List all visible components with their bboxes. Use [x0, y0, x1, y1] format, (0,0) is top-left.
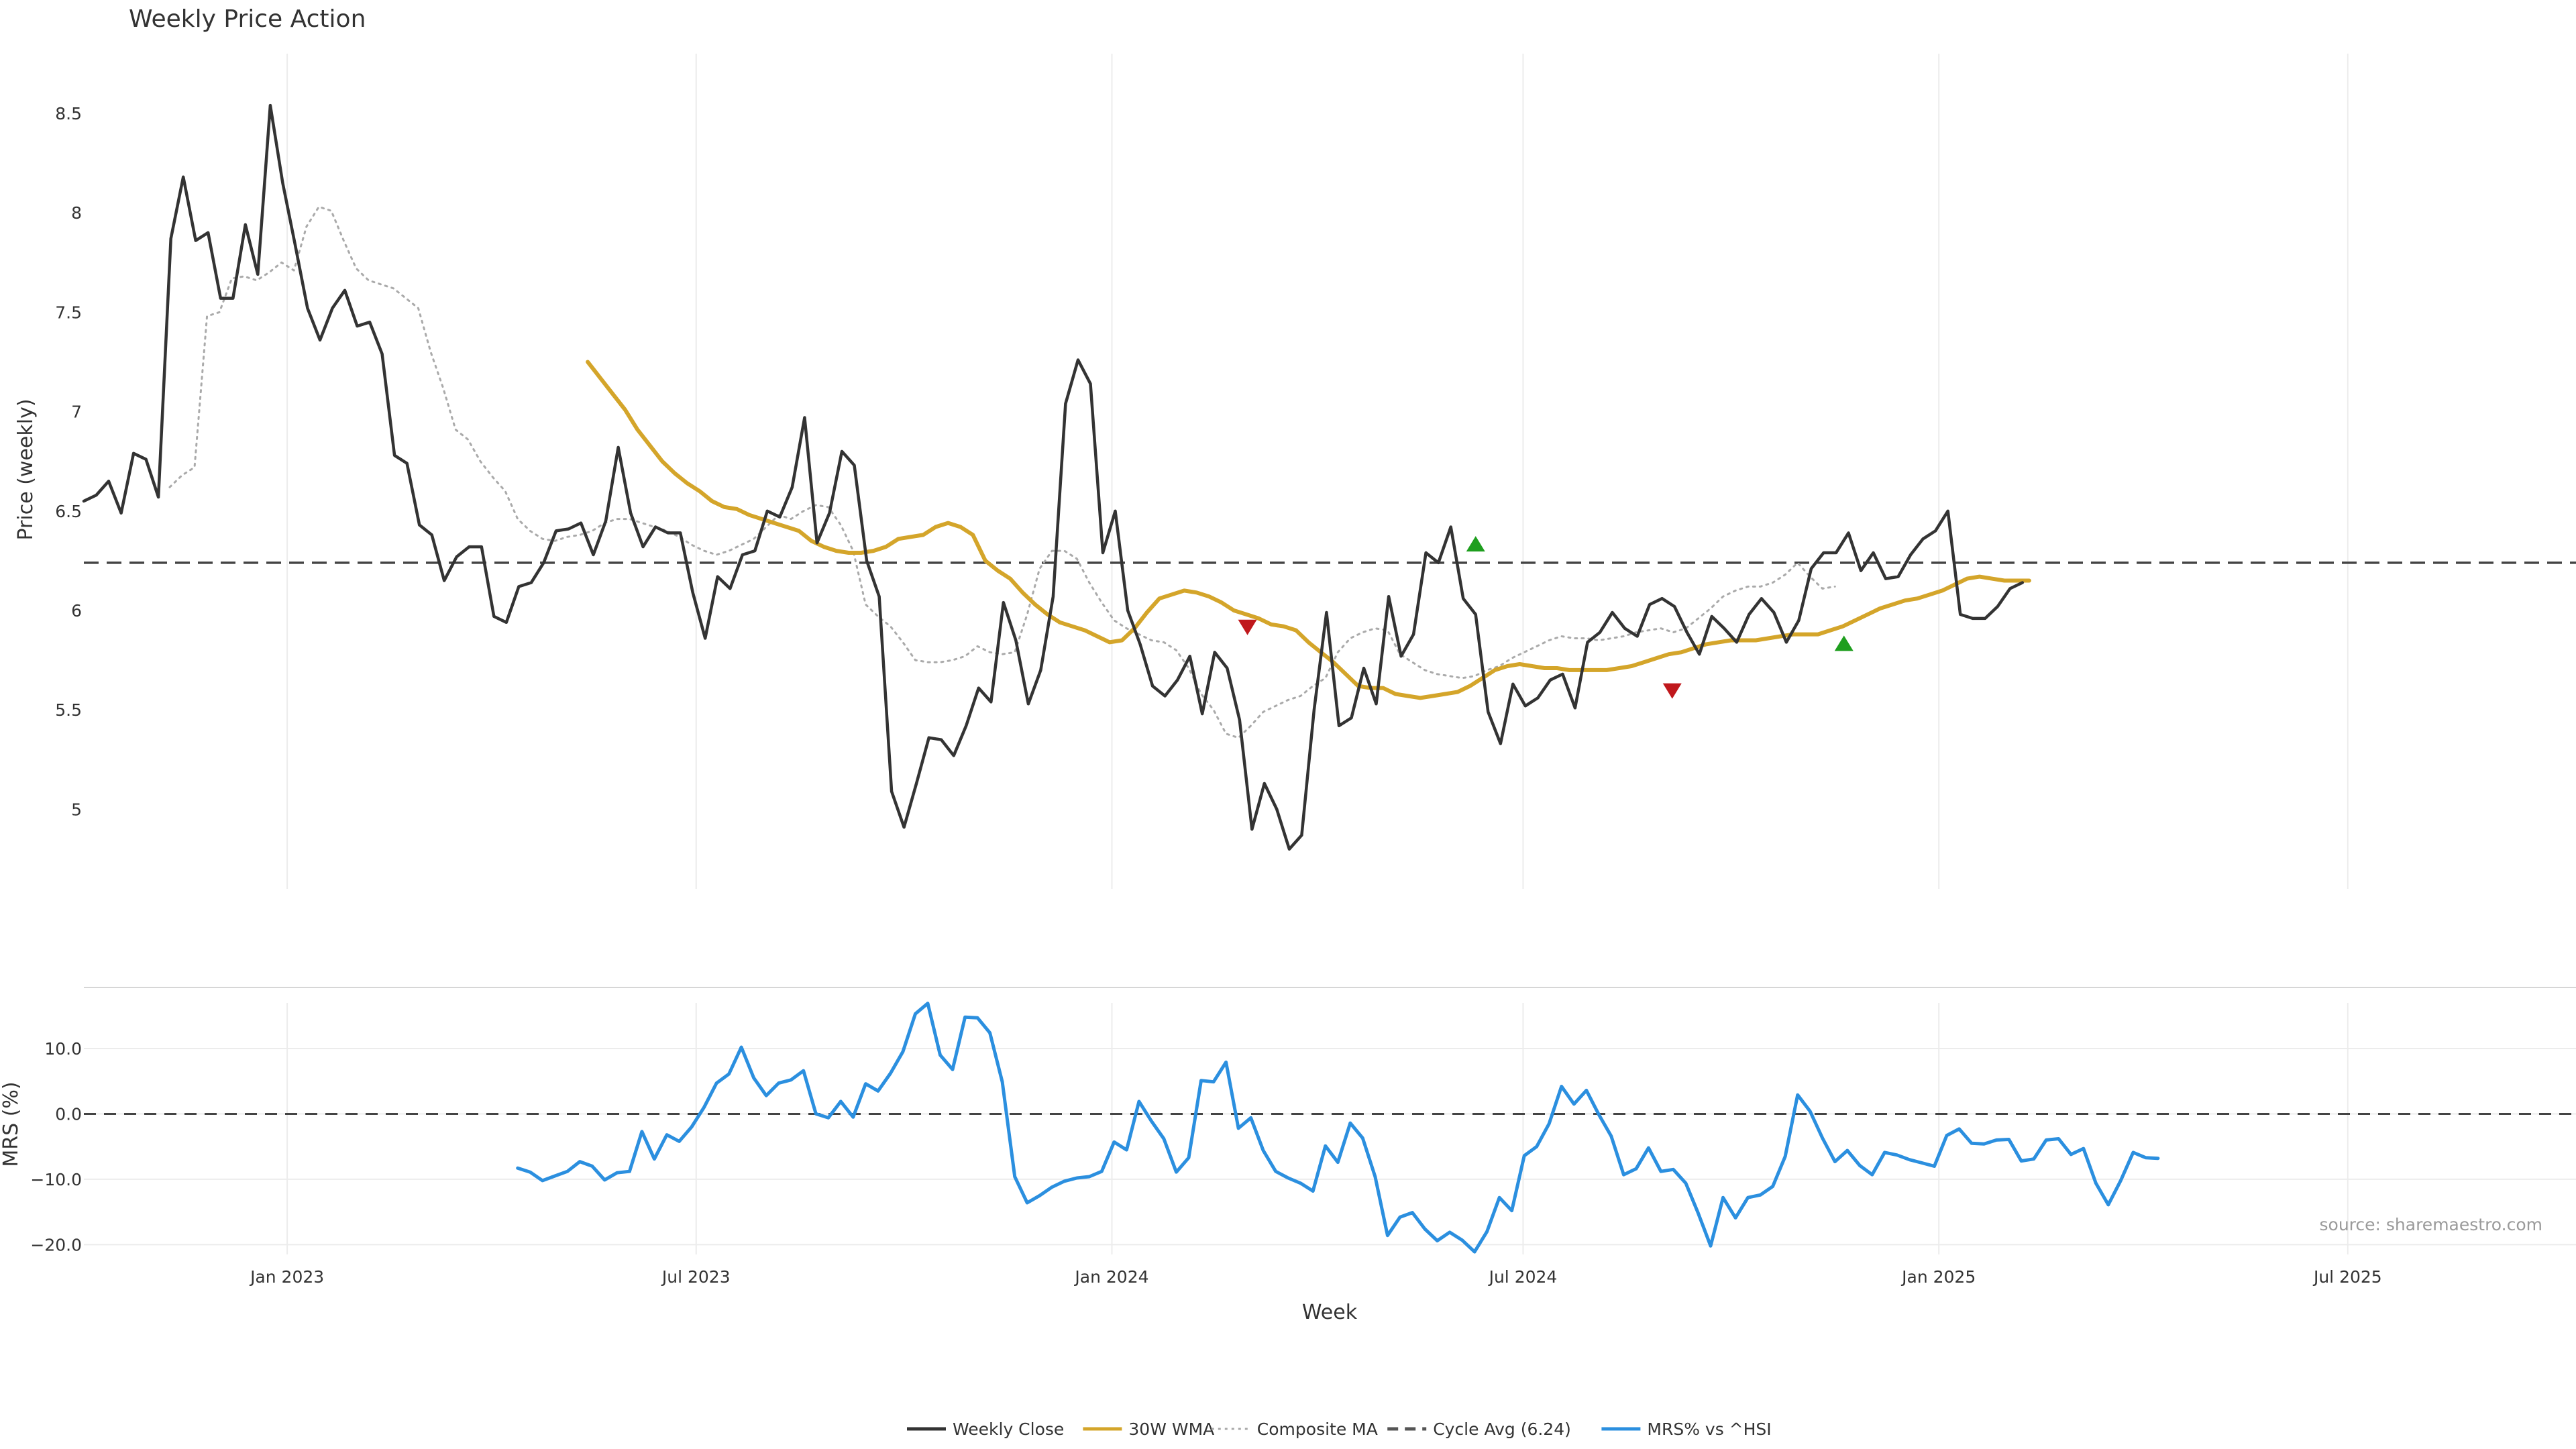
series-mrs	[516, 1002, 2160, 1254]
bottom-panel-gridlines	[84, 1003, 2576, 1254]
x-tick-label: Jul 2023	[661, 1267, 731, 1287]
y-tick-label: 7	[71, 402, 82, 422]
chart-legend: Weekly Close 30W WMA Composite MA Cycle Avg…	[907, 1419, 1772, 1439]
legend-label: Weekly Close	[953, 1419, 1064, 1439]
x-tick-label: Jan 2025	[1900, 1267, 1976, 1287]
y-tick-label: 6	[71, 601, 82, 621]
series-30w-wma	[586, 360, 2031, 700]
legend-label: 30W WMA	[1128, 1419, 1214, 1439]
price-axis-ticks: 5 5.5 6 6.5 7 7.5 8 8.5	[55, 104, 82, 820]
date-axis-ticks: Jan 2023 Jul 2023 Jan 2024 Jul 2024 Jan 2025…	[249, 1267, 2382, 1287]
source-annotation: source: sharemaestro.com	[2320, 1215, 2543, 1234]
mrs-axis-title: MRS (%)	[0, 1081, 23, 1167]
signal-marker-down	[1238, 619, 1257, 635]
y-tick-label: 5.5	[55, 700, 82, 720]
series-weekly-close	[82, 103, 2025, 851]
mrs-series	[516, 1002, 2160, 1254]
y-tick-label: 10.0	[44, 1039, 82, 1059]
signal-marker-down	[1662, 683, 1682, 699]
signal-markers	[1238, 536, 1854, 699]
signal-marker-up	[1466, 536, 1485, 552]
x-tick-label: Jan 2024	[1073, 1267, 1148, 1287]
legend-label: MRS% vs ^HSI	[1647, 1419, 1771, 1439]
y-tick-label: 6.5	[55, 502, 82, 521]
x-axis-title: Week	[1302, 1301, 1358, 1324]
price-axis-title: Price (weekly)	[14, 398, 38, 540]
price-series	[82, 103, 2031, 851]
y-tick-label: 0.0	[55, 1104, 82, 1124]
y-tick-label: 8.5	[55, 104, 82, 123]
legend-label: Cycle Avg (6.24)	[1433, 1419, 1571, 1439]
signal-marker-up	[1834, 635, 1854, 651]
y-tick-label: 8	[71, 203, 82, 223]
x-tick-label: Jul 2024	[1488, 1267, 1558, 1287]
chart-title: Weekly Price Action	[129, 5, 366, 33]
top-panel-gridlines	[286, 54, 2349, 889]
x-tick-label: Jul 2025	[2312, 1267, 2382, 1287]
y-tick-label: −10.0	[30, 1170, 82, 1189]
y-tick-label: 7.5	[55, 303, 82, 322]
x-tick-label: Jan 2023	[249, 1267, 324, 1287]
mrs-axis-ticks: 10.0 0.0 −10.0 −20.0	[30, 1039, 82, 1254]
series-composite-ma	[168, 205, 1836, 739]
legend-label: Composite MA	[1257, 1419, 1378, 1439]
y-tick-label: −20.0	[30, 1235, 82, 1254]
y-tick-label: 5	[71, 800, 82, 819]
